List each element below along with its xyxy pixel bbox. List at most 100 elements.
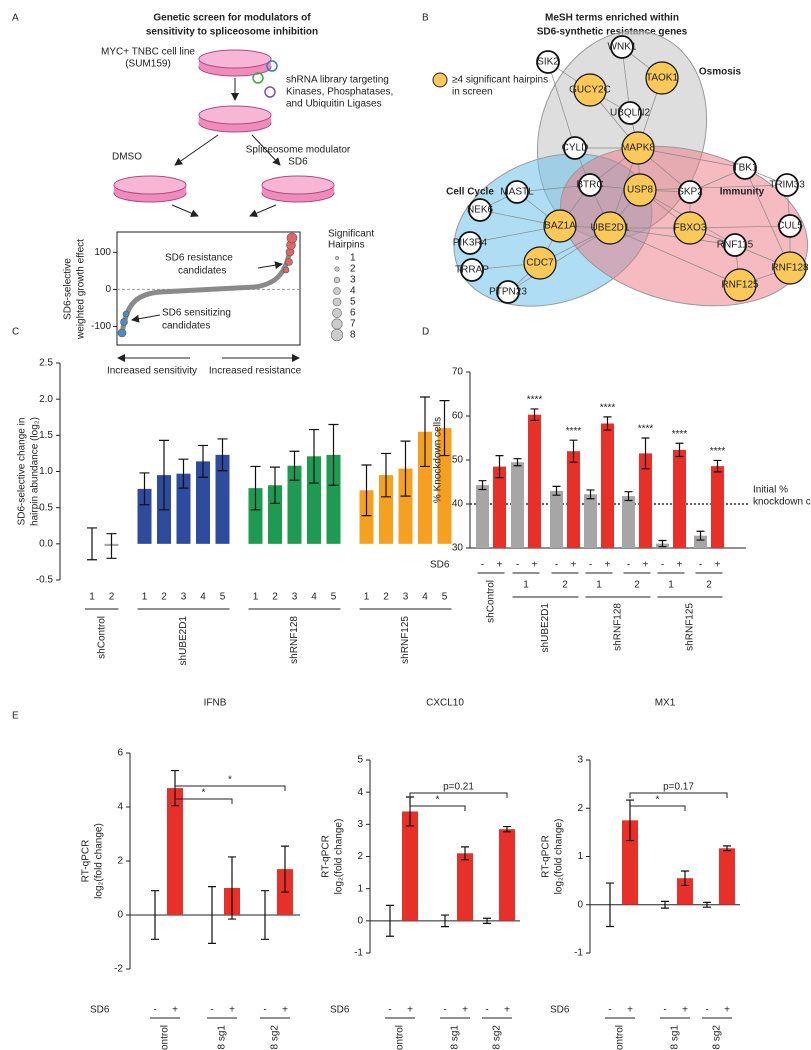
bar xyxy=(287,465,302,544)
legend-label: 7 xyxy=(350,319,356,330)
network-node xyxy=(563,136,587,160)
legend-title: Hairpins xyxy=(328,240,365,251)
virus-icon xyxy=(264,86,276,98)
pair-label: 1 xyxy=(596,580,602,591)
network-node xyxy=(543,209,577,243)
network-node xyxy=(505,180,529,204)
node-label: GUCY2C xyxy=(569,85,611,96)
error-bar xyxy=(681,870,689,887)
dish-top xyxy=(198,105,272,125)
y-tick-label: -1 xyxy=(574,948,583,959)
x-tick-label: 2 xyxy=(383,592,389,603)
network-edge xyxy=(516,184,591,193)
factor-label: SD6 xyxy=(330,1005,350,1016)
bar xyxy=(215,454,230,544)
y-tick-label: 0 xyxy=(357,915,363,926)
network-node xyxy=(496,280,520,304)
error-bar xyxy=(661,900,669,909)
legend-size-marker xyxy=(332,308,342,318)
arrow xyxy=(257,261,283,270)
node-label: MASTL xyxy=(500,187,534,198)
cluster-label: Cell Cycle xyxy=(446,187,494,198)
dish-top xyxy=(113,175,187,195)
bar xyxy=(437,428,452,544)
bar xyxy=(694,535,707,548)
dish-top xyxy=(261,175,335,195)
y-tick-label: 0.0 xyxy=(39,538,53,549)
error-bar xyxy=(552,485,561,496)
cluster-label: Osmosis xyxy=(699,67,742,78)
significance-label: **** xyxy=(672,429,688,440)
error-bar xyxy=(503,825,511,833)
network-edge xyxy=(689,225,791,229)
network-edge xyxy=(507,227,611,293)
level-label: + xyxy=(724,1005,730,1016)
error-bar xyxy=(250,465,261,511)
y-tick-label: 1 xyxy=(357,883,363,894)
network-node xyxy=(678,180,702,204)
panel-letter: E xyxy=(12,711,19,722)
error-bar xyxy=(386,904,394,937)
level-label: - xyxy=(388,1005,391,1016)
factor-label: SD6 xyxy=(550,1005,570,1016)
level-label: - xyxy=(443,1005,446,1016)
group-label: shControl xyxy=(486,580,497,623)
panel-letter: D xyxy=(422,327,429,338)
x-tick-label: 2 xyxy=(109,592,115,603)
pair-label: 2 xyxy=(562,580,568,591)
legend-size-marker xyxy=(333,276,341,284)
group-label: shControl xyxy=(96,616,107,659)
level-label: - xyxy=(210,1005,213,1016)
reference-label: knockdown cells xyxy=(753,497,811,508)
bar xyxy=(359,490,374,544)
level-label: + xyxy=(172,1005,178,1016)
panel-title: sensitivity to spliceosome inhibition xyxy=(146,27,318,38)
node-label: SKP2 xyxy=(677,187,703,198)
error-bar xyxy=(439,400,450,457)
node-label: PIK3R4 xyxy=(453,238,488,249)
error-bar xyxy=(495,455,504,479)
comparison-bracket xyxy=(174,785,286,791)
node-label: CYLD xyxy=(562,143,589,154)
level-label: + xyxy=(504,1005,510,1016)
level-label: + xyxy=(677,560,683,571)
y-tick-label: 0.5 xyxy=(39,502,53,513)
node-label: USP8 xyxy=(627,185,654,196)
bar xyxy=(719,848,735,905)
y-tick-label: -1 xyxy=(354,948,363,959)
error-bar xyxy=(569,439,578,463)
error-bar xyxy=(586,489,595,500)
comparison-bracket xyxy=(629,792,728,798)
error-bar xyxy=(513,458,522,467)
y-axis-label: log₂(fold change) xyxy=(94,823,105,899)
y-axis-label: hairpin abundance (log₂) xyxy=(30,417,41,526)
bar xyxy=(398,468,413,544)
level-label: + xyxy=(532,560,538,571)
bar xyxy=(567,451,580,548)
group-label: RNF128 sg1 xyxy=(670,1025,681,1050)
arrow xyxy=(249,204,277,217)
legend-size-marker xyxy=(330,328,344,342)
error-bar xyxy=(696,530,705,541)
comparison-label: * xyxy=(228,775,232,786)
error-bar xyxy=(461,846,469,861)
level-label: + xyxy=(715,560,721,571)
legend-marker xyxy=(432,72,448,88)
node-label: TAOK1 xyxy=(646,73,678,84)
bar xyxy=(167,788,183,915)
error-bar xyxy=(261,890,269,940)
comparison-label: p=0.17 xyxy=(663,782,694,793)
group-label: shRNF128 xyxy=(289,616,300,664)
y-axis-label: RT-qPCR xyxy=(321,835,332,878)
bar xyxy=(622,496,635,548)
y-tick-label: 2 xyxy=(577,803,583,814)
error-bar xyxy=(641,437,650,470)
error-bar xyxy=(478,480,487,491)
y-tick-label: -2 xyxy=(114,964,123,975)
level-label: - xyxy=(485,1005,488,1016)
node-label: PTPN23 xyxy=(489,287,527,298)
network-node xyxy=(468,198,492,222)
control-label: DMSO xyxy=(112,152,142,163)
arrow xyxy=(251,134,281,166)
